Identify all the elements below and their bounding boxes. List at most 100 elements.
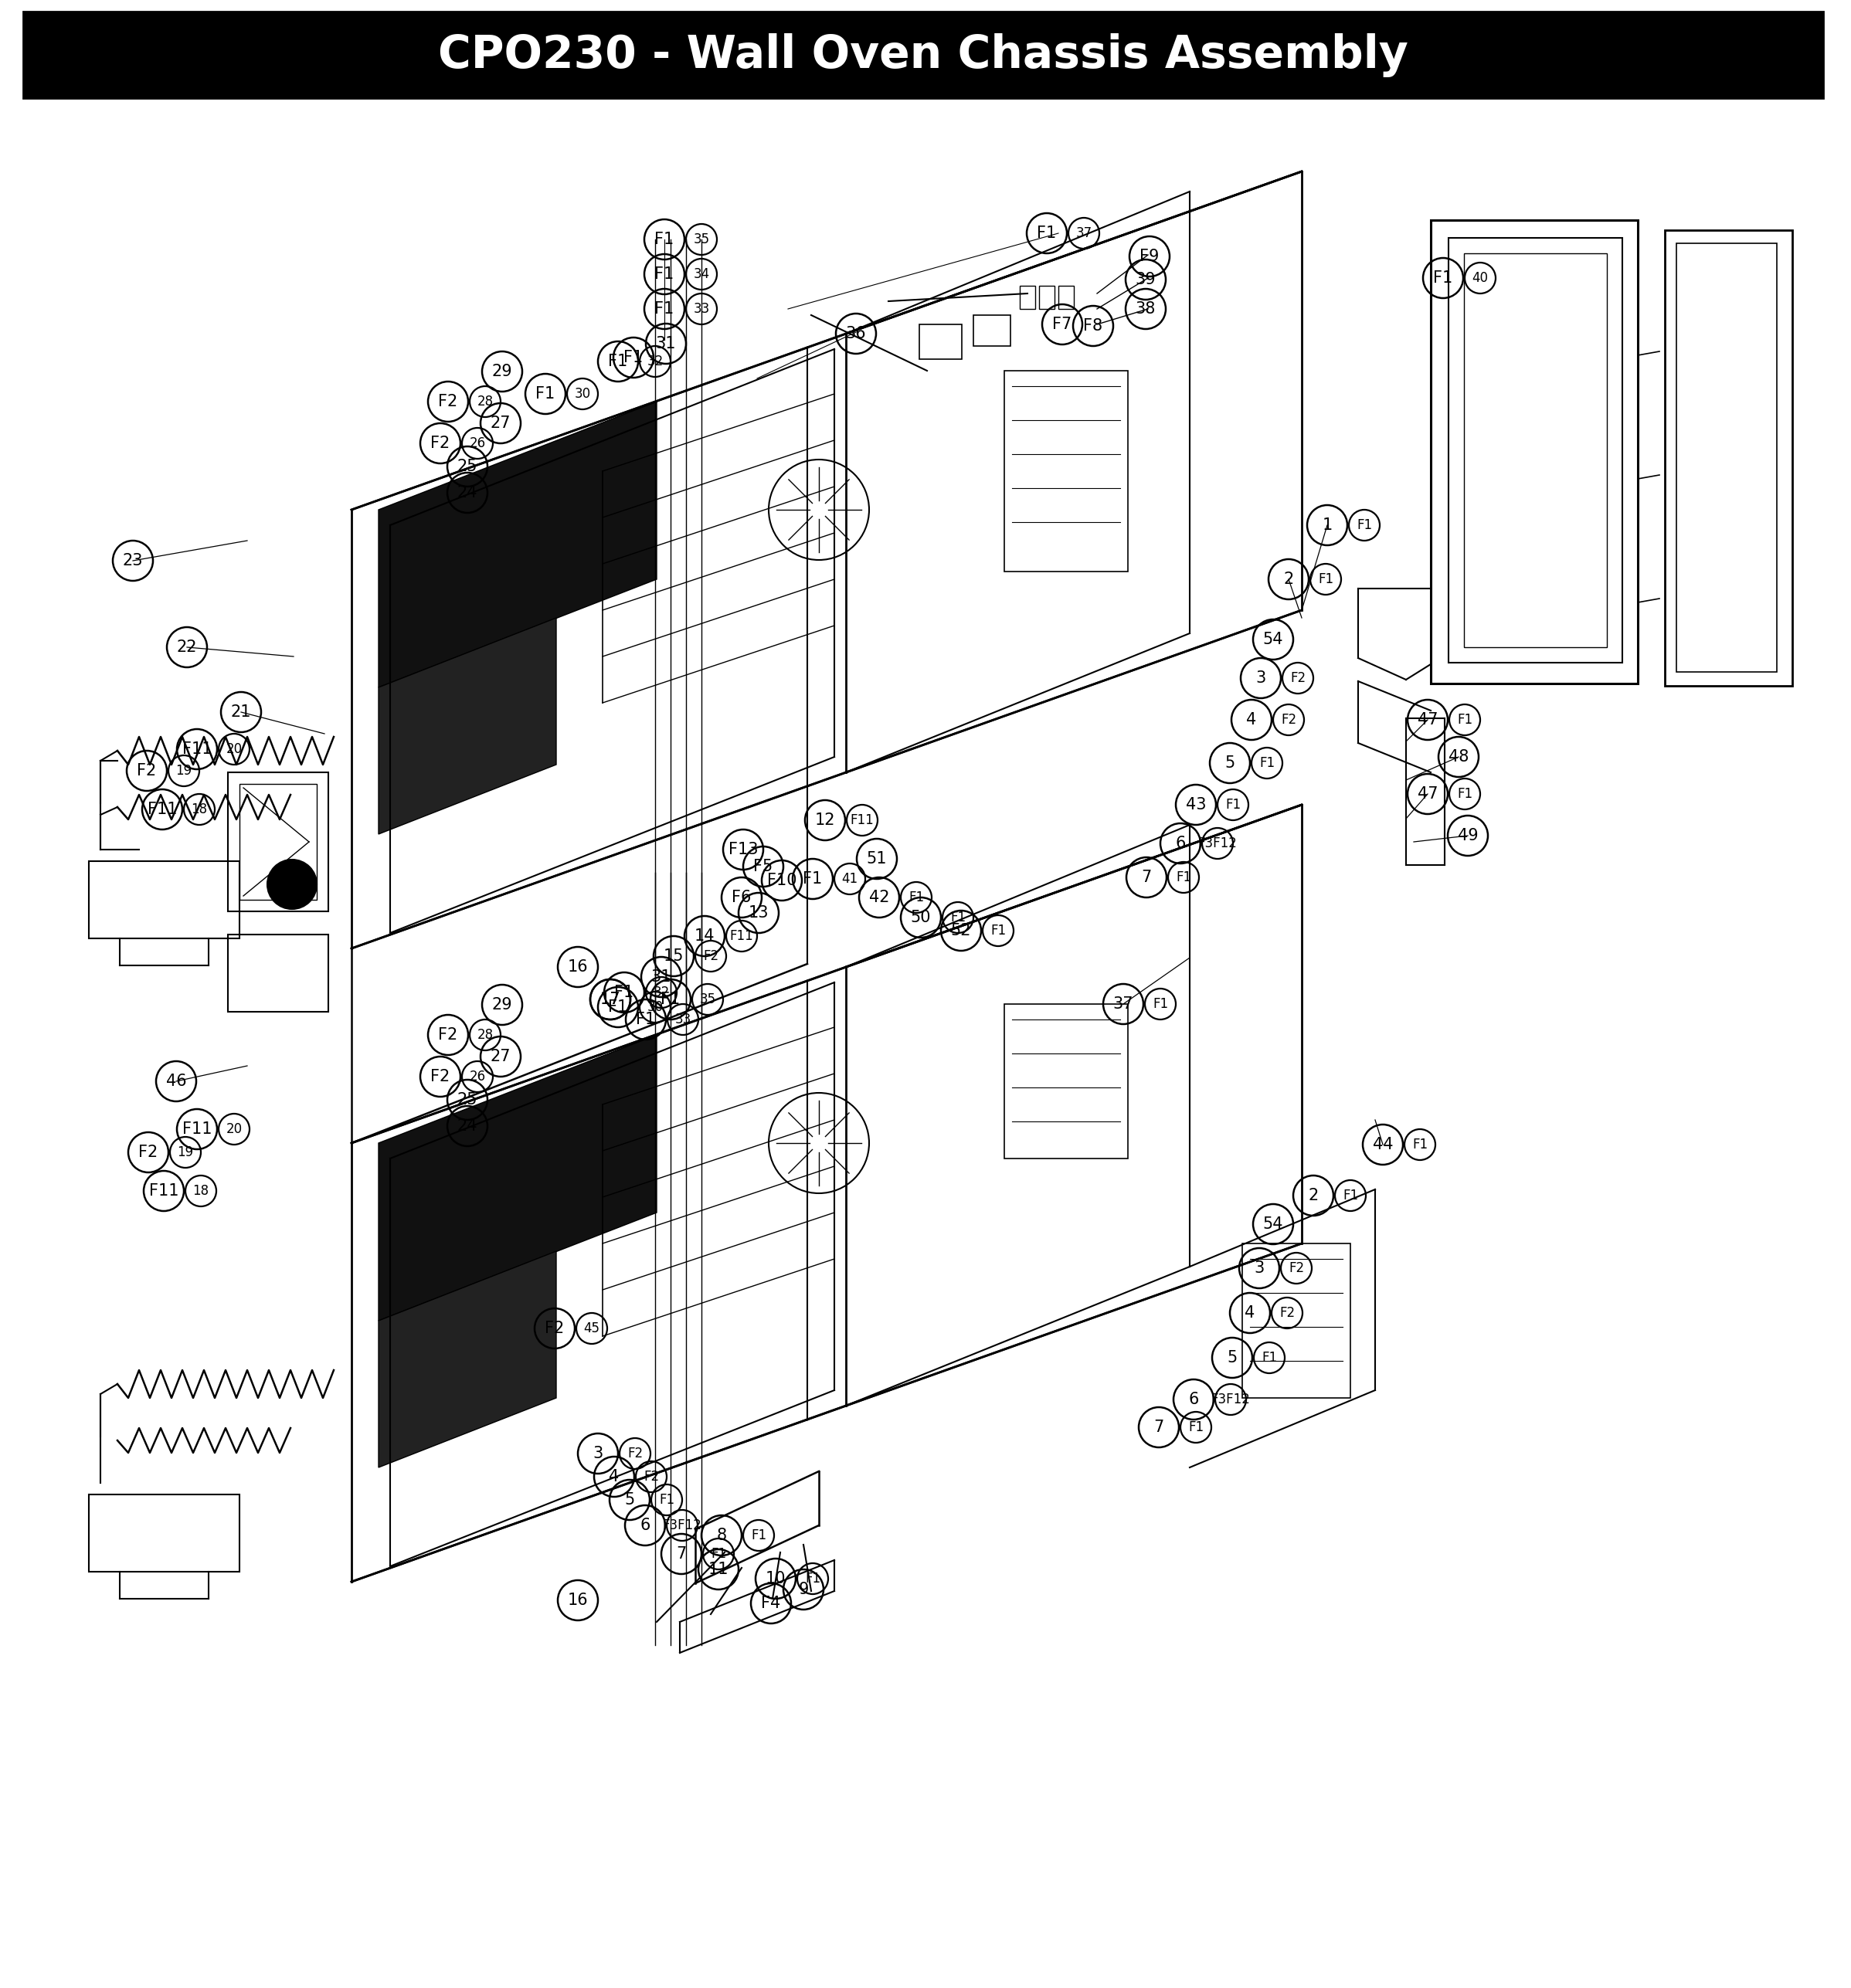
Text: F1: F1: [803, 871, 822, 887]
Text: F1: F1: [655, 302, 674, 316]
Text: F2: F2: [1288, 1260, 1305, 1274]
Text: 7: 7: [676, 1547, 687, 1563]
Text: 47: 47: [1418, 785, 1438, 801]
Text: 11: 11: [709, 1563, 729, 1576]
Text: 30: 30: [648, 1000, 663, 1014]
Text: F1: F1: [624, 350, 644, 366]
Text: F3F12: F3F12: [1211, 1392, 1249, 1406]
Text: F6: F6: [731, 891, 752, 905]
Text: F2: F2: [439, 1028, 457, 1042]
Text: 3: 3: [1255, 1260, 1264, 1276]
Text: 35: 35: [700, 992, 716, 1006]
Text: 19: 19: [176, 763, 193, 777]
Text: F1: F1: [1457, 714, 1473, 728]
Text: F1: F1: [1259, 755, 1275, 769]
Text: F1: F1: [1153, 998, 1168, 1012]
Text: F2: F2: [439, 394, 457, 410]
Text: 4: 4: [609, 1469, 620, 1485]
Text: 27: 27: [491, 415, 511, 431]
Text: F2: F2: [1279, 1306, 1296, 1320]
Bar: [1464, 252, 1607, 648]
Text: 32: 32: [653, 986, 670, 1000]
Bar: [1005, 1004, 1127, 1159]
Text: 7: 7: [1153, 1419, 1164, 1435]
Text: 20: 20: [226, 1121, 242, 1135]
Bar: [1242, 1242, 1351, 1398]
Text: 22: 22: [176, 640, 198, 654]
Bar: [1020, 286, 1035, 308]
Text: 10: 10: [766, 1571, 787, 1586]
Text: 16: 16: [568, 960, 589, 974]
Text: F1: F1: [1342, 1189, 1359, 1203]
Text: F2: F2: [1281, 714, 1296, 728]
Text: 13: 13: [748, 905, 768, 920]
Text: F3F12: F3F12: [1198, 837, 1236, 851]
Text: F1: F1: [1457, 787, 1473, 801]
Bar: [228, 773, 328, 911]
Text: F2: F2: [139, 1145, 157, 1161]
Text: 15: 15: [663, 948, 683, 964]
Text: 23: 23: [122, 553, 143, 569]
Text: F2: F2: [644, 1469, 659, 1483]
Text: F2: F2: [431, 1070, 450, 1083]
Text: F7: F7: [1053, 316, 1072, 332]
Bar: [1005, 370, 1127, 571]
Text: 17: 17: [600, 992, 620, 1008]
Circle shape: [267, 859, 317, 909]
Text: 36: 36: [846, 326, 866, 342]
Text: F1: F1: [1412, 1137, 1427, 1151]
Text: F1: F1: [661, 992, 681, 1008]
Text: F1: F1: [609, 1000, 627, 1014]
Text: F1: F1: [655, 266, 674, 282]
Text: 33: 33: [676, 1012, 690, 1026]
Text: 46: 46: [167, 1074, 187, 1089]
Polygon shape: [379, 1036, 657, 1320]
Text: 52: 52: [951, 922, 972, 938]
Text: F1: F1: [1318, 573, 1333, 586]
Text: CPO230 - Wall Oven Chassis Assembly: CPO230 - Wall Oven Chassis Assembly: [439, 34, 1409, 78]
Bar: [1038, 286, 1055, 308]
Text: 2: 2: [1283, 571, 1294, 586]
Text: 26: 26: [470, 437, 485, 449]
Text: 37: 37: [1075, 227, 1092, 241]
Text: F1: F1: [1175, 871, 1192, 885]
Text: F2: F2: [627, 1447, 642, 1461]
Text: 21: 21: [231, 704, 252, 720]
Text: F3F12: F3F12: [663, 1519, 702, 1533]
Text: 49: 49: [1457, 827, 1479, 843]
Text: 34: 34: [694, 266, 709, 280]
Text: 54: 54: [1262, 632, 1283, 648]
Text: F11: F11: [729, 928, 753, 942]
Bar: [1059, 286, 1074, 308]
Text: F1: F1: [711, 1547, 726, 1561]
Text: 33: 33: [694, 302, 709, 316]
Text: F1: F1: [637, 1012, 655, 1028]
Text: F11: F11: [181, 1121, 211, 1137]
Text: F1: F1: [609, 354, 627, 370]
Text: 32: 32: [646, 354, 663, 368]
Text: F1: F1: [1188, 1419, 1203, 1433]
Text: F2: F2: [544, 1320, 565, 1336]
Text: F8: F8: [1083, 318, 1103, 334]
Polygon shape: [1431, 221, 1638, 684]
Text: 24: 24: [457, 1119, 478, 1133]
Text: 45: 45: [583, 1322, 600, 1336]
Text: 39: 39: [1135, 272, 1157, 288]
Text: F1: F1: [909, 891, 924, 905]
Text: 44: 44: [1373, 1137, 1394, 1153]
Text: F1: F1: [1433, 270, 1453, 286]
Text: F1: F1: [990, 924, 1005, 938]
Text: F1: F1: [1357, 519, 1372, 533]
Text: 28: 28: [478, 1028, 494, 1042]
Text: 40: 40: [1472, 270, 1488, 284]
Text: 8: 8: [716, 1527, 727, 1543]
Text: F1: F1: [1037, 225, 1057, 241]
Text: 29: 29: [492, 364, 513, 380]
Text: 27: 27: [491, 1050, 511, 1064]
Text: 37: 37: [1112, 996, 1133, 1012]
Text: 4: 4: [1246, 1306, 1255, 1320]
Text: 1: 1: [1322, 517, 1333, 533]
Text: 30: 30: [574, 388, 590, 402]
Text: F1: F1: [805, 1573, 820, 1586]
Text: F11: F11: [148, 1183, 180, 1199]
